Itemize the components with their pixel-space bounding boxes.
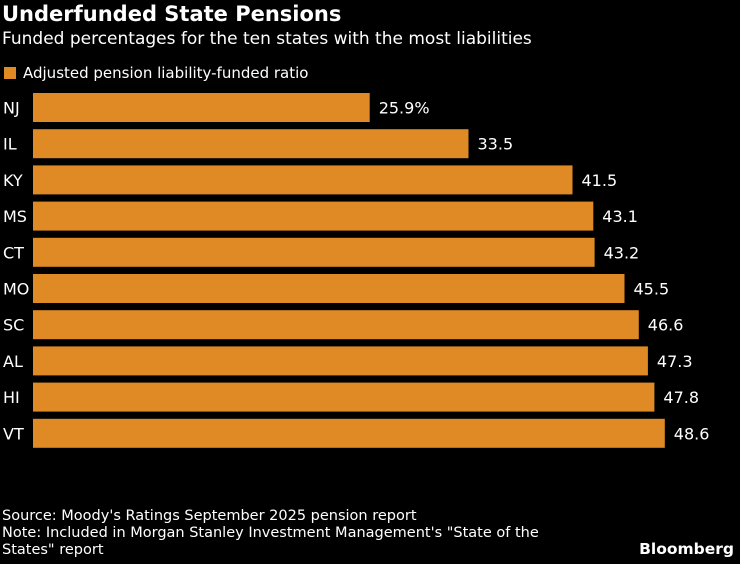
value-label: 48.6	[674, 424, 710, 443]
footer: Source: Moody's Ratings September 2025 p…	[2, 508, 539, 559]
legend-label: Adjusted pension liability-funded ratio	[23, 64, 309, 82]
bloomberg-logo: Bloomberg	[639, 540, 734, 558]
value-label: 43.2	[604, 243, 640, 262]
bar-sc	[33, 310, 639, 340]
category-label: NJ	[3, 99, 20, 118]
note-text-2: States" report	[2, 542, 104, 558]
category-label: KY	[3, 171, 23, 190]
category-label: HI	[3, 388, 20, 407]
category-label: VT	[3, 424, 24, 443]
value-label: 47.8	[663, 388, 699, 407]
bar-nj	[33, 93, 370, 122]
legend: Adjusted pension liability-funded ratio	[4, 64, 308, 82]
category-label: SC	[3, 316, 24, 335]
bar-hi	[33, 382, 655, 412]
category-label: CT	[3, 243, 24, 262]
category-label: AL	[3, 352, 23, 371]
value-label: 47.3	[657, 352, 693, 371]
note-text-1: Note: Included in Morgan Stanley Investm…	[2, 525, 539, 541]
chart-title: Underfunded State Pensions	[2, 2, 342, 26]
value-label: 33.5	[478, 135, 514, 154]
bar-mo	[33, 274, 625, 303]
category-label: MS	[3, 207, 27, 226]
bar-al	[33, 346, 648, 376]
value-label: 25.9%	[379, 99, 430, 118]
value-label: 43.1	[602, 207, 638, 226]
category-label: IL	[3, 135, 17, 154]
bar-vt	[33, 418, 665, 448]
bar-ct	[33, 237, 595, 267]
bar-ms	[33, 201, 594, 231]
source-text: Source: Moody's Ratings September 2025 p…	[2, 508, 417, 524]
value-label: 45.5	[634, 280, 670, 299]
legend-swatch	[4, 67, 16, 79]
bar-il	[33, 129, 469, 159]
category-label: MO	[3, 280, 29, 299]
value-label: 41.5	[582, 171, 618, 190]
bar-ky	[33, 165, 573, 195]
chart-subtitle: Funded percentages for the ten states wi…	[2, 29, 532, 49]
value-label: 46.6	[648, 316, 684, 335]
